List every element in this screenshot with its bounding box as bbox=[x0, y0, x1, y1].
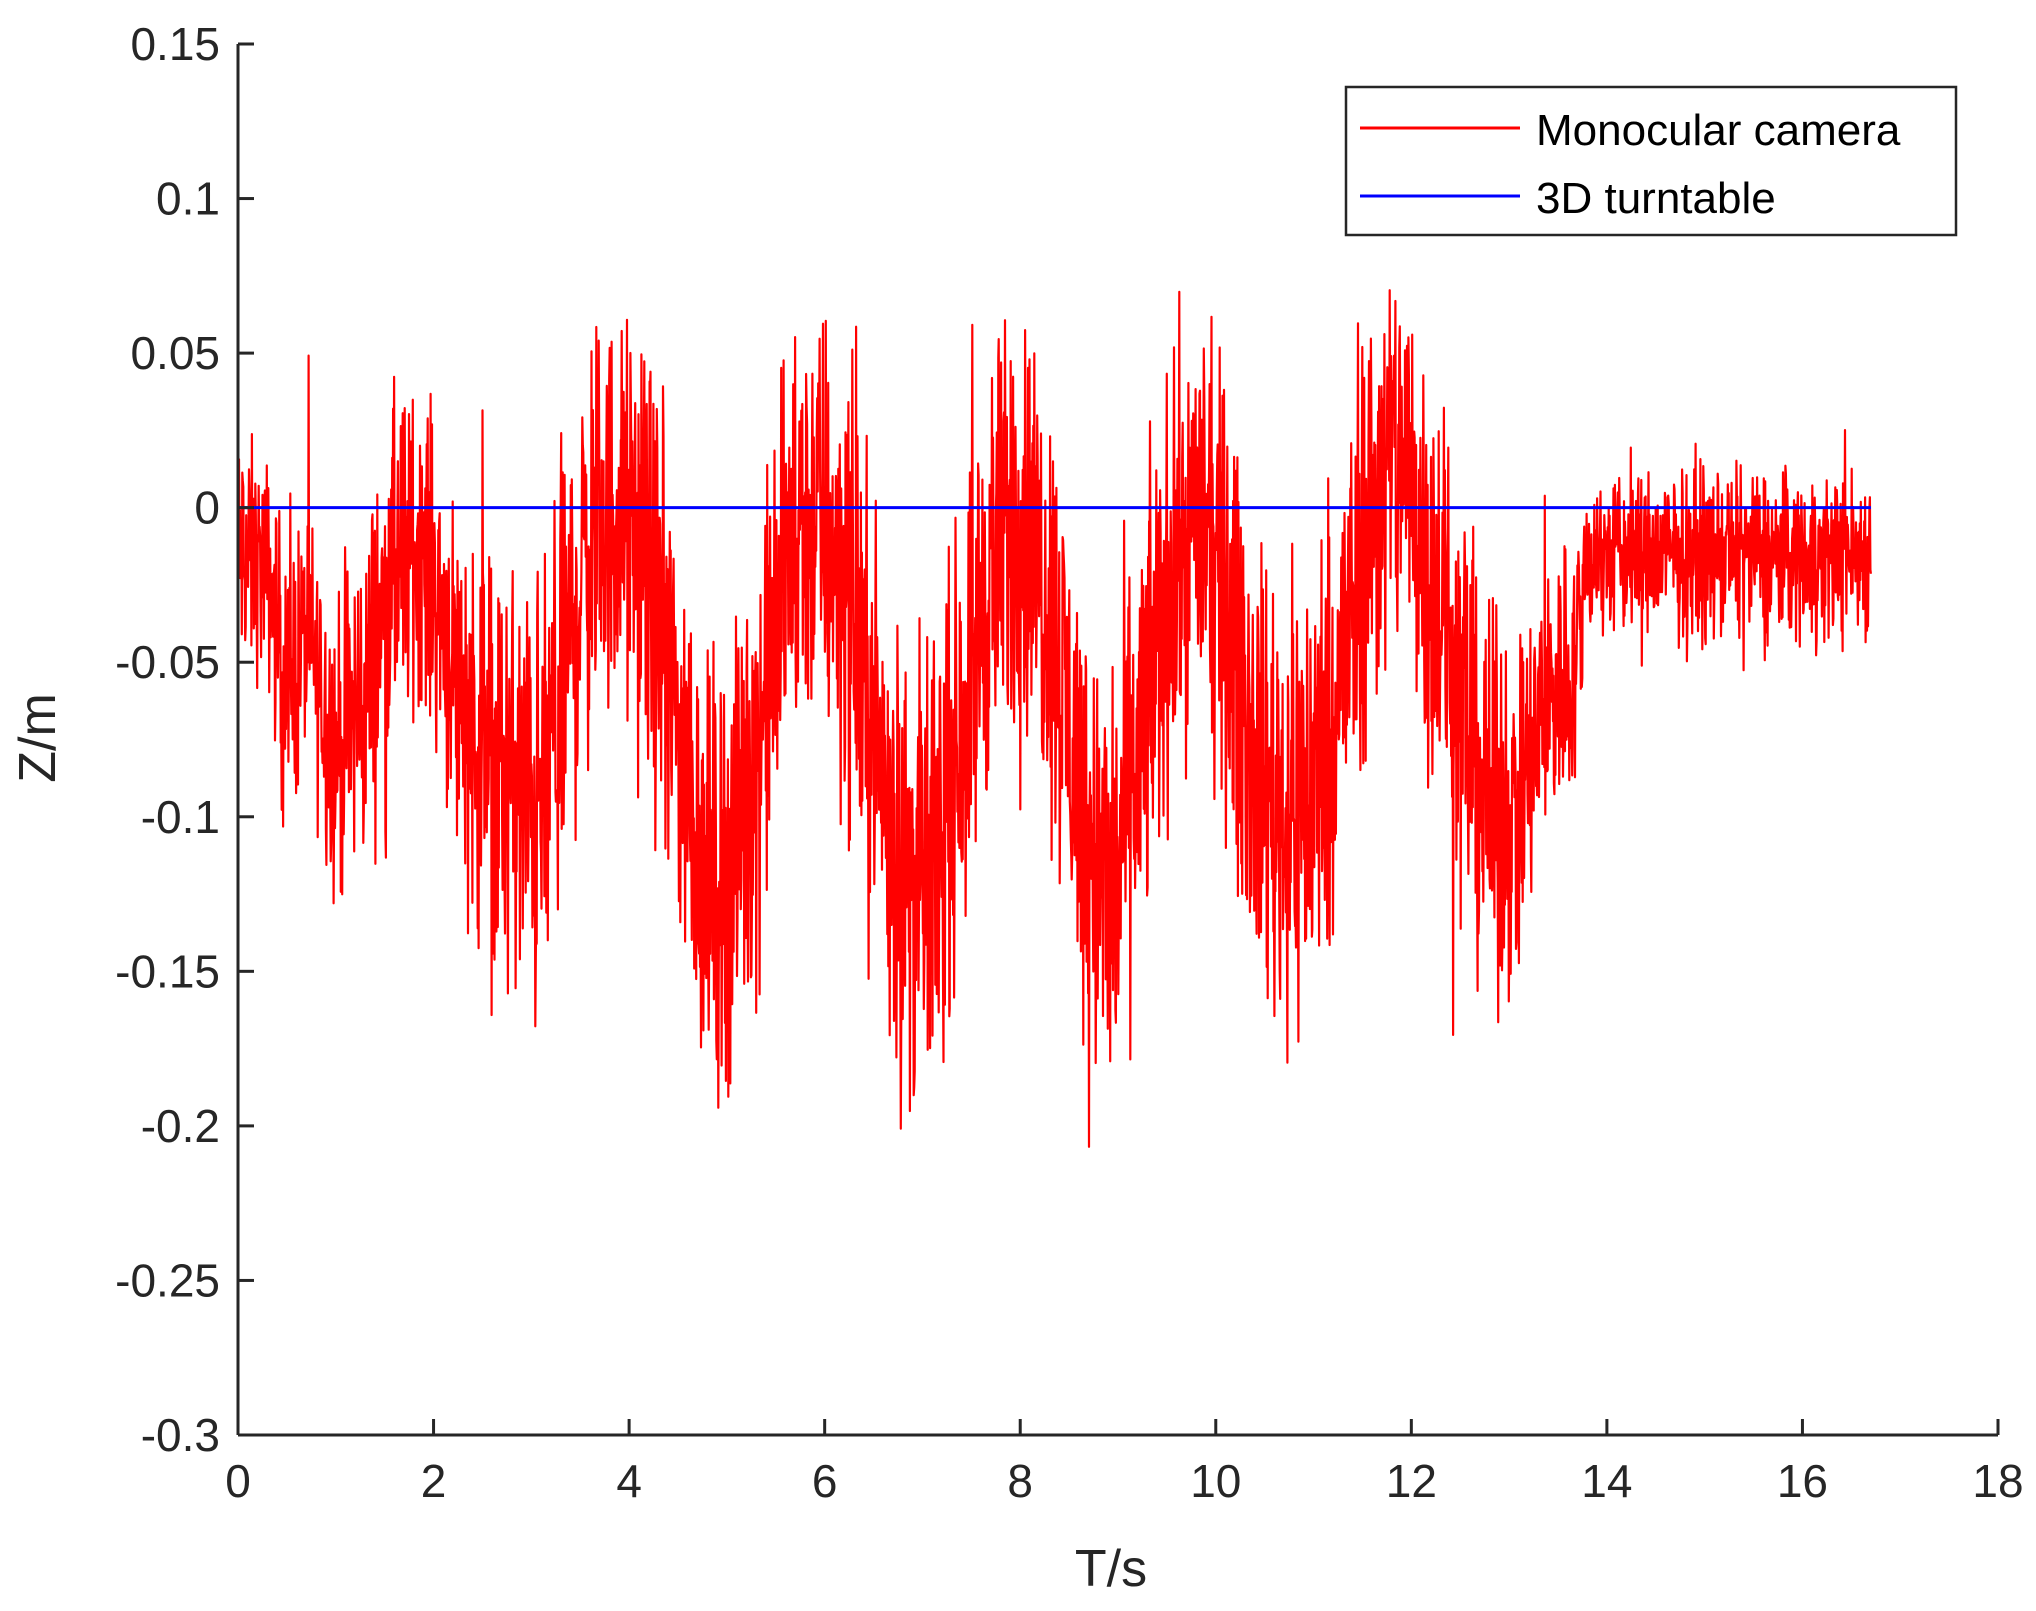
y-tick-label: -0.25 bbox=[115, 1254, 220, 1306]
y-tick-label: 0.1 bbox=[156, 173, 220, 225]
legend-label-monocular-camera: Monocular camera bbox=[1536, 106, 1901, 155]
series-layer bbox=[236, 289, 1872, 1148]
legend: Monocular camera 3D turntable bbox=[1344, 85, 1958, 237]
y-tick-label: -0.3 bbox=[141, 1409, 220, 1461]
x-tick-label: 6 bbox=[812, 1455, 838, 1507]
legend-box bbox=[1344, 85, 1958, 237]
y-tick-label: -0.2 bbox=[141, 1100, 220, 1152]
x-tick-label: 10 bbox=[1190, 1455, 1241, 1507]
y-tick-label: 0.05 bbox=[130, 327, 220, 379]
y-tick-label: -0.05 bbox=[115, 636, 220, 688]
y-tick-label: -0.1 bbox=[141, 791, 220, 843]
legend-label-3d-turntable: 3D turntable bbox=[1536, 174, 1776, 223]
y-axis-label: Z/m bbox=[9, 693, 67, 783]
x-tick-label: 0 bbox=[225, 1455, 251, 1507]
x-tick-label: 12 bbox=[1386, 1455, 1437, 1507]
y-axis-ticks: 0.15 0.1 0.05 0 -0.05 -0.1 -0.15 -0.2 -0.25 -0.3 bbox=[115, 18, 254, 1461]
y-tick-label: 0.15 bbox=[130, 18, 220, 70]
x-tick-label: 16 bbox=[1777, 1455, 1828, 1507]
series-monocular-camera bbox=[236, 289, 1872, 1148]
x-tick-label: 14 bbox=[1581, 1455, 1632, 1507]
x-tick-label: 4 bbox=[616, 1455, 642, 1507]
x-tick-label: 2 bbox=[421, 1455, 447, 1507]
x-tick-label: 8 bbox=[1007, 1455, 1033, 1507]
x-axis-ticks: 0 2 4 6 8 10 12 14 16 18 bbox=[225, 1419, 2024, 1507]
y-tick-label: 0 bbox=[194, 482, 220, 534]
y-tick-label: -0.15 bbox=[115, 945, 220, 997]
x-axis-label: T/s bbox=[1075, 1540, 1147, 1598]
x-tick-label: 18 bbox=[1972, 1455, 2023, 1507]
